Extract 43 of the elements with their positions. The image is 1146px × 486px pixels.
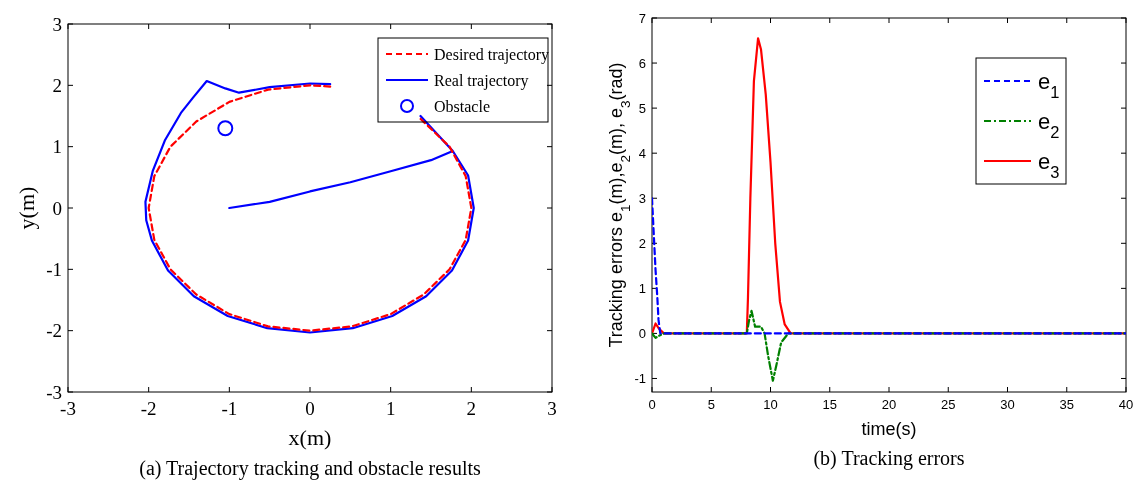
- x-tick-label: 0: [305, 398, 315, 419]
- x-tick-label: 25: [941, 397, 956, 412]
- legend-label: Desired trajectory: [434, 45, 550, 64]
- x-tick-label: 0: [648, 397, 656, 412]
- legend-label: e$_{2}$: [1038, 108, 1060, 141]
- x-axis-title: time(s): [861, 419, 917, 439]
- y-tick-label: -1: [634, 371, 646, 387]
- y-tick-label: 6: [638, 55, 646, 71]
- text: (b) Tracking errors: [813, 447, 965, 470]
- x-tick-label: 20: [881, 397, 897, 412]
- y-tick-label: 3: [52, 13, 62, 35]
- line-series: [652, 309, 1126, 382]
- x-tick-label: 1: [385, 398, 396, 419]
- y-tick-label: 2: [52, 74, 62, 96]
- legend-label: e$_{1}$: [1038, 68, 1060, 101]
- y-tick-label: 7: [638, 10, 646, 26]
- x-tick-label: 2: [466, 398, 477, 419]
- y-tick-label: 1: [52, 136, 62, 158]
- y-tick-label: 4: [638, 145, 646, 161]
- line-series: [652, 197, 1126, 335]
- y-tick-label: -1: [46, 258, 62, 280]
- text: (a) Trajectory tracking and obstacle results: [139, 457, 481, 480]
- x-tick-label: 3: [547, 398, 557, 419]
- y-tick-label: 5: [638, 100, 646, 116]
- x-tick-label: 15: [822, 397, 837, 412]
- y-axis-title: y(m): [14, 186, 39, 230]
- legend-label: Obstacle: [434, 97, 490, 115]
- x-tick-label: 10: [763, 397, 778, 412]
- y-tick-label: 2: [638, 235, 646, 251]
- x-tick-label: -1: [221, 398, 238, 419]
- legend-label: Real trajectory: [434, 71, 529, 90]
- y-tick-label: -2: [46, 320, 62, 342]
- x-tick-label: 40: [1118, 397, 1134, 412]
- x-tick-label: 5: [707, 397, 715, 412]
- x-axis-title: x(m): [288, 425, 332, 450]
- y-tick-label: 0: [638, 325, 646, 341]
- legend-label: e$_{3}$: [1038, 148, 1060, 181]
- y-tick-label: 3: [638, 190, 646, 206]
- x-tick-label: 35: [1059, 397, 1074, 412]
- y-tick-label: 0: [52, 197, 62, 219]
- x-tick-label: -2: [140, 398, 157, 419]
- y-tick-label: 1: [638, 280, 646, 296]
- x-tick-label: 30: [1000, 397, 1015, 412]
